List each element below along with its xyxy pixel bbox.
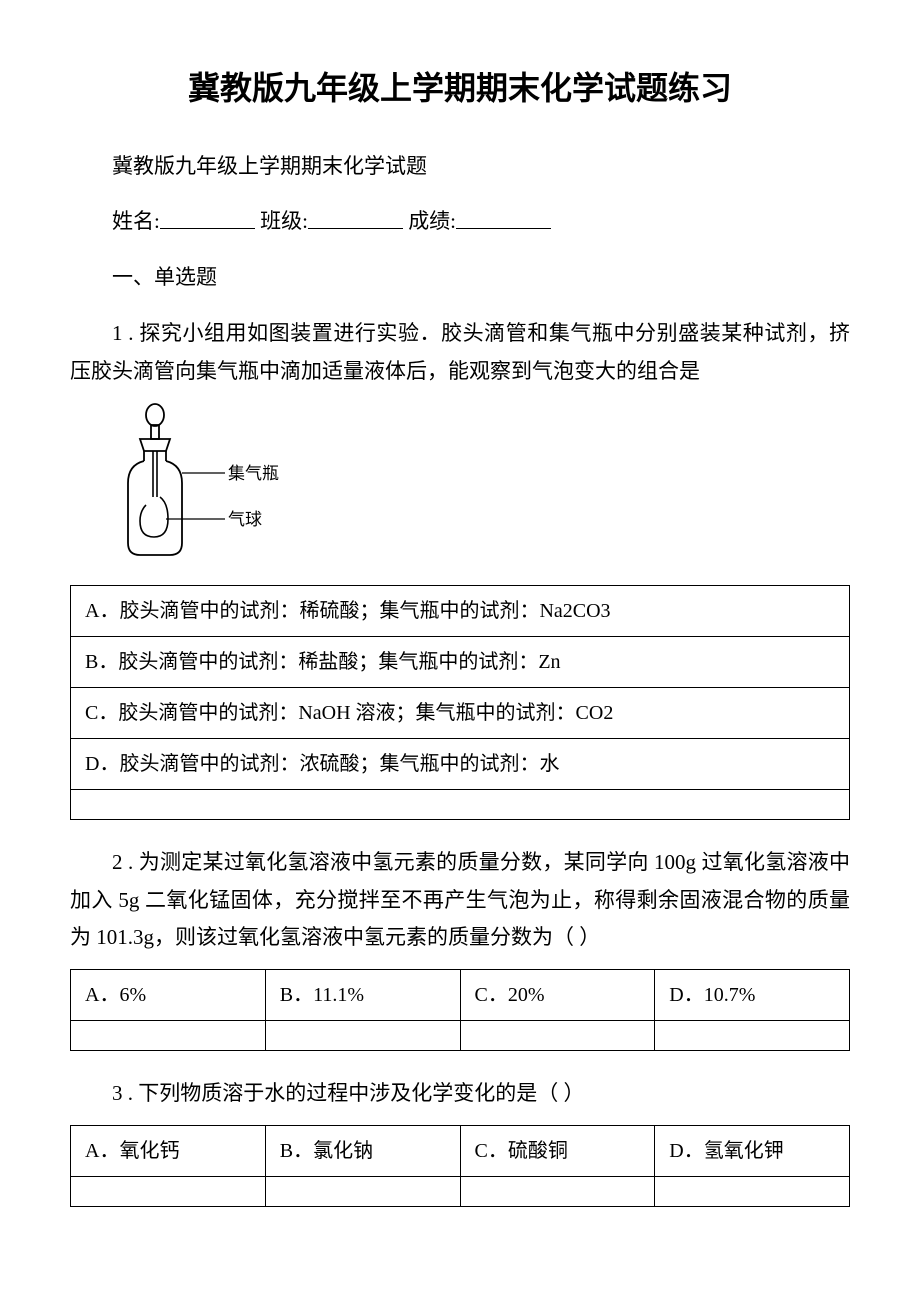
q3-empty-d <box>655 1176 850 1206</box>
score-blank[interactable] <box>456 203 551 228</box>
q3-option-c[interactable]: C．硫酸铜 <box>460 1125 655 1176</box>
figure-label-jar: 集气瓶 <box>228 464 279 483</box>
question-3-options-table: A．氧化钙 B．氯化钠 C．硫酸铜 D．氢氧化钾 <box>70 1125 850 1207</box>
class-label: 班级: <box>260 210 308 234</box>
q2-empty-c <box>460 1021 655 1051</box>
q2-option-b[interactable]: B．11.1% <box>265 970 460 1021</box>
q3-option-d[interactable]: D．氢氧化钾 <box>655 1125 850 1176</box>
score-label: 成绩: <box>408 210 456 234</box>
q2-option-c[interactable]: C．20% <box>460 970 655 1021</box>
q3-empty-a <box>71 1176 266 1206</box>
question-1-figure: 集气瓶 气球 <box>110 403 850 573</box>
q1-option-c[interactable]: C．胶头滴管中的试剂：NaOH 溶液；集气瓶中的试剂：CO2 <box>71 687 850 738</box>
question-1: 1 . 探究小组用如图装置进行实验．胶头滴管和集气瓶中分别盛装某种试剂，挤压胶头… <box>70 315 850 391</box>
page-title: 冀教版九年级上学期期末化学试题练习 <box>70 60 850 118</box>
q2-empty-b <box>265 1021 460 1051</box>
question-2-options-table: A．6% B．11.1% C．20% D．10.7% <box>70 969 850 1051</box>
q3-option-b[interactable]: B．氯化钠 <box>265 1125 460 1176</box>
class-blank[interactable] <box>308 203 403 228</box>
section-heading: 一、单选题 <box>70 259 850 297</box>
q2-option-a[interactable]: A．6% <box>71 970 266 1021</box>
q1-empty-row <box>71 789 850 819</box>
question-2: 2 . 为测定某过氧化氢溶液中氢元素的质量分数，某同学向 100g 过氧化氢溶液… <box>70 844 850 957</box>
figure-label-balloon: 气球 <box>228 510 262 529</box>
q2-empty-a <box>71 1021 266 1051</box>
subtitle: 冀教版九年级上学期期末化学试题 <box>70 148 850 186</box>
name-blank[interactable] <box>160 203 255 228</box>
q3-option-a[interactable]: A．氧化钙 <box>71 1125 266 1176</box>
q3-empty-b <box>265 1176 460 1206</box>
q2-option-d[interactable]: D．10.7% <box>655 970 850 1021</box>
question-1-options-table: A．胶头滴管中的试剂：稀硫酸；集气瓶中的试剂：Na2CO3 B．胶头滴管中的试剂… <box>70 585 850 820</box>
student-info-line: 姓名: 班级: 成绩: <box>70 203 850 241</box>
question-3: 3 . 下列物质溶于水的过程中涉及化学变化的是（ ） <box>70 1075 850 1113</box>
q1-option-d[interactable]: D．胶头滴管中的试剂：浓硫酸；集气瓶中的试剂：水 <box>71 738 850 789</box>
name-label: 姓名: <box>112 210 160 234</box>
q1-option-b[interactable]: B．胶头滴管中的试剂：稀盐酸；集气瓶中的试剂：Zn <box>71 636 850 687</box>
q2-empty-d <box>655 1021 850 1051</box>
q1-option-a[interactable]: A．胶头滴管中的试剂：稀硫酸；集气瓶中的试剂：Na2CO3 <box>71 585 850 636</box>
q3-empty-c <box>460 1176 655 1206</box>
